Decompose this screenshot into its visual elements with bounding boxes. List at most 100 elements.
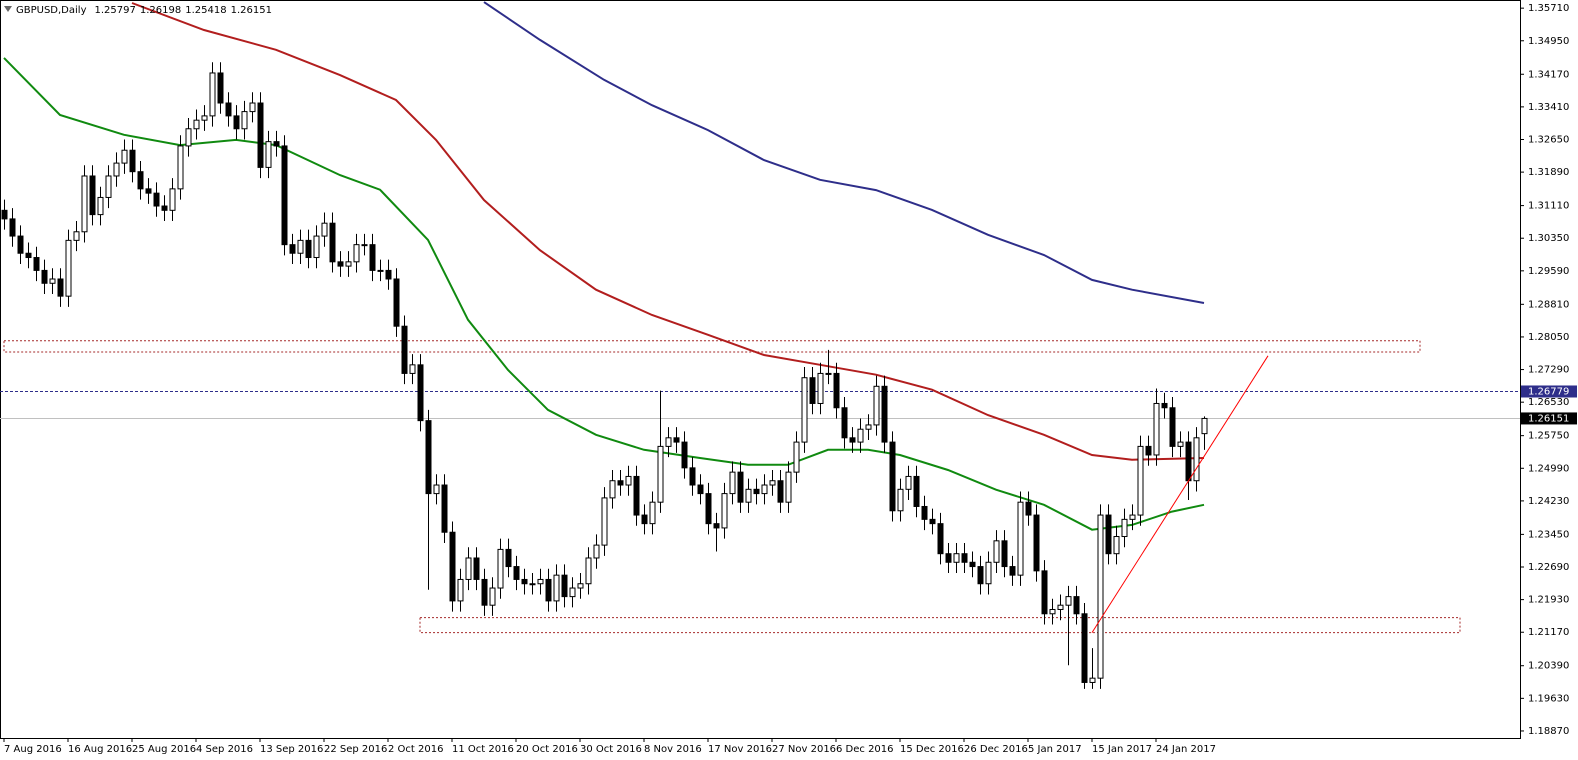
candle-body	[1097, 514, 1104, 679]
candle-body	[993, 540, 1000, 563]
candle-body	[897, 488, 904, 512]
level-label: 1.26779	[1528, 386, 1569, 397]
candle-body	[81, 175, 88, 233]
chart-header: GBPUSD,Daily 1.25797 1.26198 1.25418 1.26151	[16, 5, 272, 16]
y-tick-label: 1.30350	[1528, 233, 1569, 244]
y-tick-label: 1.25750	[1528, 431, 1569, 442]
candle-body	[241, 111, 248, 130]
candle-body	[937, 523, 944, 555]
candle-body	[1129, 514, 1136, 520]
candle-body	[969, 561, 976, 568]
candle-body	[681, 441, 688, 469]
x-tick-label: 26 Dec 2016	[964, 744, 1028, 755]
candle-body	[609, 480, 616, 499]
candle-body	[361, 244, 368, 247]
trendline	[1091, 355, 1269, 633]
candle-body	[849, 437, 856, 443]
candle-body	[513, 566, 520, 580]
candle-body	[625, 475, 632, 486]
x-tick-label: 13 Sep 2016	[260, 744, 323, 755]
candle-body	[1073, 596, 1080, 615]
last-high: 1.26198	[140, 5, 181, 16]
candle-body	[473, 557, 480, 580]
candle-body	[809, 377, 816, 404]
candle-body	[785, 471, 792, 503]
candle-body	[105, 175, 112, 198]
candle-body	[321, 222, 328, 237]
candle-body	[289, 244, 296, 254]
candle-body	[497, 548, 504, 589]
candle-body	[1025, 501, 1032, 516]
candle-body	[481, 578, 488, 606]
plot-frame	[0, 0, 1521, 739]
y-tick-label: 1.31110	[1528, 201, 1569, 212]
candle-body	[633, 475, 640, 516]
candle-body	[929, 518, 936, 525]
candle-body	[1145, 445, 1152, 456]
candle-body	[1193, 437, 1200, 482]
y-tick-label: 1.34170	[1528, 69, 1569, 80]
candle-body	[377, 269, 384, 272]
plot-area	[0, 1, 1520, 689]
candle-body	[73, 231, 80, 241]
y-tick-label: 1.18870	[1528, 726, 1569, 737]
candle-body	[913, 475, 920, 507]
candle-body	[1161, 402, 1168, 409]
candle-body	[353, 244, 360, 263]
candle-body	[585, 557, 592, 585]
candle-body	[857, 428, 864, 443]
candle-body	[1057, 604, 1064, 610]
candle-body	[17, 235, 24, 254]
y-tick-label: 1.32650	[1528, 134, 1569, 145]
candle-body	[865, 424, 872, 430]
candle-body	[761, 484, 768, 495]
candle-body	[153, 192, 160, 207]
candle-body	[1081, 613, 1088, 683]
candle-body	[529, 583, 536, 586]
candle-body	[97, 196, 104, 216]
candle-body	[113, 162, 120, 177]
candle-body	[825, 372, 832, 375]
x-tick-label: 25 Aug 2016	[132, 744, 196, 755]
candle-body	[425, 420, 432, 495]
candle-body	[1065, 596, 1072, 606]
candle-body	[1113, 536, 1120, 555]
x-tick-label: 22 Sep 2016	[324, 744, 387, 755]
candle-body	[1089, 677, 1096, 683]
candle-body	[281, 145, 288, 246]
candle-body	[41, 269, 48, 284]
candle-body	[369, 244, 376, 271]
candle-body	[745, 488, 752, 503]
candle-body	[89, 175, 96, 216]
candle-body	[337, 261, 344, 267]
x-tick-label: 8 Nov 2016	[644, 744, 702, 755]
candle-body	[1137, 445, 1144, 516]
candle-body	[161, 205, 168, 211]
candle-body	[505, 548, 512, 568]
candle-body	[129, 149, 136, 173]
candle-body	[769, 480, 776, 486]
x-tick-label: 15 Jan 2017	[1092, 744, 1152, 755]
candle-body	[921, 505, 928, 520]
candle-body	[65, 239, 72, 297]
candle-body	[729, 471, 736, 495]
candle-body	[657, 445, 664, 503]
candle-body	[649, 501, 656, 525]
candle-body	[545, 578, 552, 602]
candle-body	[889, 441, 896, 512]
candle-body	[721, 493, 728, 529]
candle-body	[233, 115, 240, 130]
candle-body	[801, 377, 808, 443]
candle-body	[841, 407, 848, 439]
candle-body	[489, 587, 496, 606]
candle-body	[201, 115, 208, 121]
x-tick-label: 24 Jan 2017	[1156, 744, 1216, 755]
y-tick-label: 1.26530	[1528, 397, 1569, 408]
last-open: 1.25797	[95, 5, 136, 16]
candle-body	[641, 514, 648, 525]
candle-body	[833, 372, 840, 409]
candle-body	[817, 372, 824, 404]
candle-body	[569, 587, 576, 598]
candle-body	[385, 269, 392, 280]
candle-body	[953, 553, 960, 563]
